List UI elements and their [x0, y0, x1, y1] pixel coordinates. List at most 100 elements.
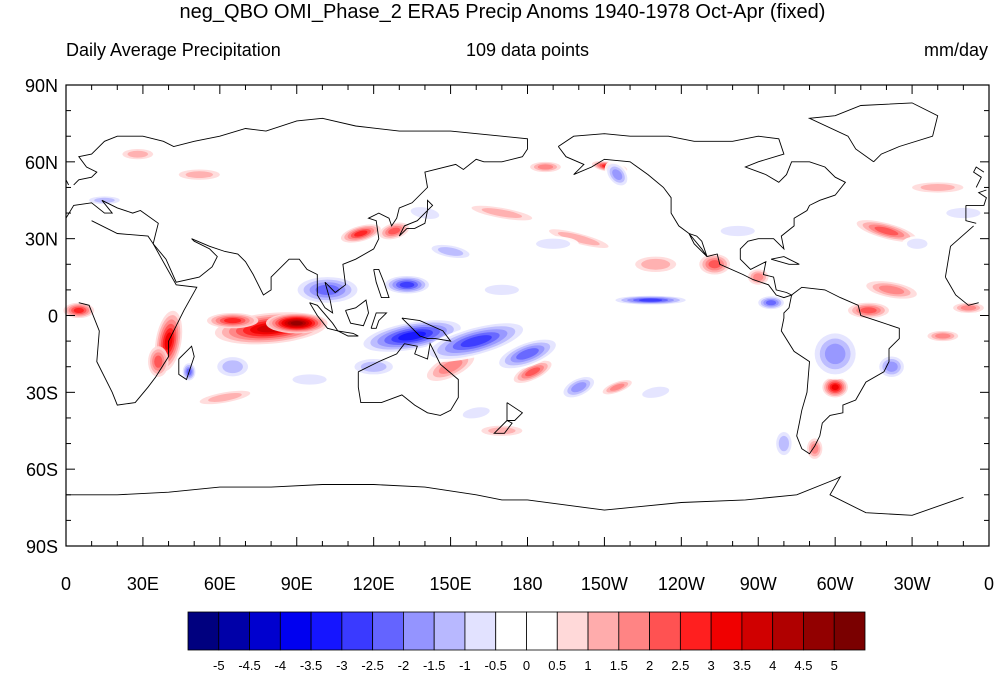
- colorbar-swatch: [556, 611, 589, 651]
- negative-anomaly: [460, 335, 492, 348]
- negative-anomaly: [642, 386, 670, 398]
- positive-anomaly: [810, 443, 819, 454]
- colorbar-label: 0.5: [548, 658, 566, 673]
- lon-label: 150W: [581, 574, 628, 594]
- colorbar-label: -3: [336, 658, 348, 673]
- negative-anomaly: [638, 298, 663, 302]
- colorbar-swatch: [310, 611, 343, 651]
- colorbar-label: -1.5: [423, 658, 445, 673]
- negative-anomaly: [885, 361, 898, 372]
- colorbar-swatch: [372, 611, 404, 651]
- colorbar-label: 2.5: [671, 658, 689, 673]
- lon-label: 180: [512, 574, 542, 594]
- colorbar-label: -2.5: [361, 658, 383, 673]
- colorbar-swatch: [679, 611, 712, 651]
- colorbar-label: 3.5: [733, 658, 751, 673]
- positive-anomaly: [73, 307, 84, 313]
- lon-label: 120E: [353, 574, 395, 594]
- coastline: [401, 317, 452, 342]
- positive-anomaly: [438, 359, 463, 374]
- coastline: [398, 199, 434, 237]
- lon-label: 60W: [817, 574, 854, 594]
- negative-anomaly: [571, 382, 587, 393]
- positive-anomaly: [185, 171, 213, 179]
- coastline: [66, 475, 964, 516]
- negative-anomaly: [536, 238, 571, 249]
- colorbar-swatch: [741, 611, 774, 651]
- anomaly-field: [63, 149, 989, 459]
- lon-label: 90W: [740, 574, 777, 594]
- negative-anomaly: [720, 225, 755, 237]
- positive-anomaly: [127, 150, 149, 158]
- coastline: [78, 220, 979, 406]
- colorbar-label: -5: [213, 658, 225, 673]
- positive-anomaly: [708, 260, 721, 269]
- positive-anomaly: [609, 383, 625, 391]
- variable-label: Daily Average Precipitation: [66, 40, 281, 60]
- colorbar-swatch: [433, 611, 466, 651]
- colorbar-label: -3.5: [300, 658, 322, 673]
- negative-anomaly: [612, 169, 623, 181]
- colorbar-swatch: [803, 611, 835, 651]
- colorbar-label: -0.5: [485, 658, 507, 673]
- coastline: [65, 117, 987, 314]
- colorbar-labels: -5 -4.5 -4 -3.5 -3 -2.5 -2 -1.5 -1 -0.5 0 0.5 1 1.5 2 2…: [213, 658, 838, 673]
- colorbar-swatch: [526, 611, 558, 651]
- negative-anomaly: [399, 281, 415, 288]
- lat-label: 0: [48, 307, 58, 327]
- colorbar-label: 2: [646, 658, 653, 673]
- negative-anomaly: [360, 361, 387, 372]
- lon-label: 90E: [281, 574, 313, 594]
- colorbar-label: 0: [523, 658, 530, 673]
- colorbar-label: 3: [708, 658, 715, 673]
- positive-anomaly: [481, 208, 523, 218]
- lon-label: 120W: [658, 574, 705, 594]
- negative-anomaly: [292, 374, 327, 385]
- colorbar-label: 1: [584, 658, 591, 673]
- coastline: [345, 299, 369, 327]
- coastline: [770, 256, 800, 265]
- coastline: [178, 345, 195, 381]
- positive-anomaly: [935, 333, 951, 339]
- positive-anomaly: [557, 232, 600, 246]
- positive-anomaly: [154, 355, 163, 368]
- colorbar-swatch: [403, 611, 435, 651]
- colorbar: [187, 611, 866, 651]
- lon-label: 150E: [430, 574, 472, 594]
- coastline: [370, 312, 388, 329]
- lat-label: 30S: [26, 383, 58, 403]
- positive-anomaly: [290, 321, 303, 326]
- positive-anomaly: [224, 318, 242, 324]
- negative-anomaly: [946, 207, 981, 219]
- colorbar-swatch: [649, 611, 681, 651]
- positive-anomaly: [537, 164, 554, 170]
- longitude-labels: 0 30E 60E 90E 120E 150E 180 150W 120W 90W 60W 30W 0: [61, 574, 994, 594]
- positive-anomaly: [388, 227, 401, 235]
- colorbar-label: -4.5: [238, 658, 260, 673]
- negative-anomaly: [462, 407, 490, 419]
- lat-label: 30N: [25, 230, 58, 250]
- negative-anomaly: [842, 433, 905, 444]
- lon-label: 0: [984, 574, 994, 594]
- positive-anomaly: [525, 367, 541, 377]
- data-points-label: 109 data points: [465, 40, 590, 60]
- colorbar-swatch: [187, 611, 220, 651]
- colorbar-swatch: [249, 611, 281, 651]
- positive-anomaly: [641, 258, 671, 270]
- coastlines: [65, 102, 987, 516]
- positive-anomaly: [874, 226, 899, 236]
- negative-anomaly: [94, 197, 115, 203]
- coastline: [493, 420, 513, 434]
- lat-label: 60N: [25, 153, 58, 173]
- coastline: [506, 402, 524, 421]
- negative-anomaly: [222, 360, 243, 374]
- units-label: mm/day: [923, 40, 988, 60]
- positive-anomaly: [753, 273, 764, 281]
- colorbar-swatch: [464, 611, 497, 651]
- colorbar-label: 4.5: [794, 658, 812, 673]
- lat-label: 90N: [25, 76, 58, 96]
- lon-label: 60E: [204, 574, 236, 594]
- negative-anomaly: [516, 348, 539, 360]
- colorbar-label: 4: [769, 658, 776, 673]
